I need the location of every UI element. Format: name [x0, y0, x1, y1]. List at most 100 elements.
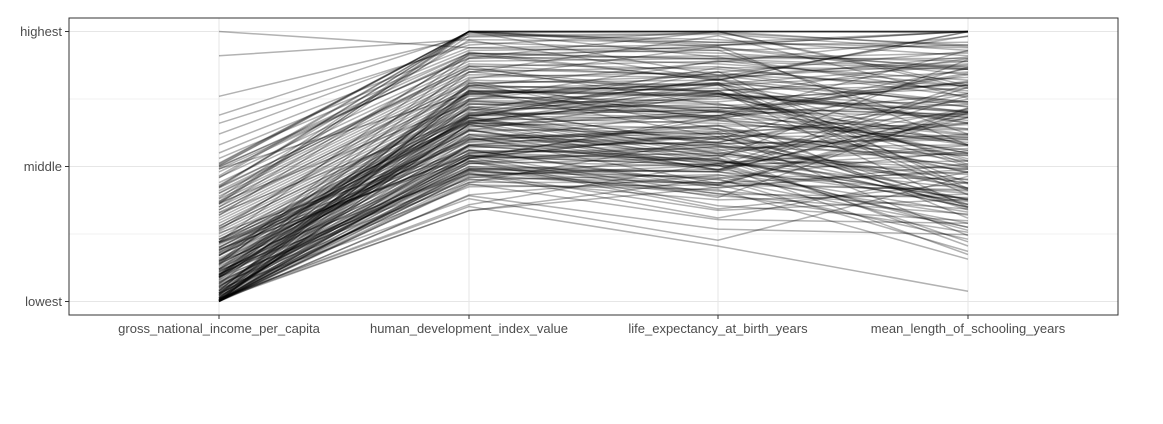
- data-line-155: [218, 31, 969, 217]
- data-line-34: [218, 122, 969, 246]
- data-line-56: [218, 116, 969, 272]
- data-lines: [218, 30, 969, 303]
- data-line-89: [218, 155, 969, 250]
- data-line-45: [218, 144, 969, 276]
- data-line-101: [218, 137, 969, 278]
- data-line-123: [218, 30, 968, 179]
- data-line-73: [218, 154, 969, 295]
- y-axis: lowest middle highest: [20, 24, 69, 309]
- data-line-180: [218, 92, 969, 240]
- data-line-119: [218, 30, 969, 189]
- y-tick-label-lowest: lowest: [25, 294, 62, 309]
- data-line-128: [218, 121, 969, 253]
- data-line-94: [218, 171, 969, 299]
- data-line-32: [218, 117, 969, 241]
- data-line-70: [218, 145, 969, 302]
- data-line-122: [218, 162, 969, 294]
- data-line-57: [218, 86, 969, 278]
- data-line-82: [218, 174, 969, 303]
- data-line-179: [218, 30, 969, 164]
- y-tick-label-highest: highest: [20, 24, 62, 39]
- data-line-72: [218, 89, 969, 278]
- data-line-135: [218, 137, 969, 296]
- data-line-125: [218, 30, 969, 166]
- data-line-162: [218, 118, 969, 292]
- data-line-25: [218, 92, 969, 222]
- data-line-37: [218, 125, 969, 254]
- data-line-160: [218, 81, 969, 280]
- data-line-78: [218, 89, 969, 294]
- data-line-1: [218, 38, 969, 57]
- data-line-116: [218, 89, 969, 301]
- data-line-167: [218, 82, 969, 303]
- data-line-71: [218, 52, 969, 168]
- data-line-170: [218, 168, 969, 301]
- data-line-136: [218, 91, 969, 257]
- data-line-111: [218, 39, 969, 187]
- data-line-9: [218, 55, 969, 168]
- y-tick-label-middle: middle: [24, 159, 62, 174]
- data-line-50: [218, 165, 969, 289]
- data-line-52: [218, 171, 969, 295]
- data-line-142: [218, 164, 969, 303]
- data-line-151: [218, 30, 969, 188]
- data-line-186: [218, 30, 969, 203]
- data-line-107: [218, 30, 969, 167]
- data-line-17: [218, 71, 969, 200]
- data-line-33: [218, 103, 969, 243]
- data-line-28: [218, 106, 969, 230]
- data-line-168: [218, 72, 969, 296]
- data-line-106: [218, 145, 969, 298]
- data-line-102: [218, 84, 969, 245]
- data-line-153: [218, 73, 969, 252]
- x-axis-label-human-development-index-value: human_development_index_value: [370, 321, 568, 336]
- data-line-36: [218, 111, 969, 251]
- data-line-74: [218, 56, 969, 294]
- data-line-15: [218, 65, 969, 195]
- data-line-26: [218, 100, 969, 224]
- data-line-27: [218, 87, 969, 227]
- data-line-46: [218, 154, 969, 278]
- data-line-68: [218, 95, 969, 254]
- data-line-35: [218, 119, 969, 249]
- data-line-54: [218, 171, 969, 300]
- data-line-181: [218, 116, 969, 284]
- data-line-41: [218, 136, 969, 265]
- data-line-133: [218, 49, 969, 208]
- data-line-81: [218, 77, 969, 301]
- data-line-154: [218, 151, 969, 302]
- data-line-19: [218, 79, 969, 205]
- data-line-55: [218, 173, 969, 303]
- data-line-175: [218, 124, 969, 303]
- data-line-150: [218, 103, 969, 291]
- data-line-139: [218, 66, 969, 279]
- data-line-112: [218, 155, 969, 272]
- data-line-2: [218, 33, 969, 98]
- data-line-51: [218, 160, 969, 292]
- data-line-126: [218, 107, 969, 262]
- data-line-173: [218, 128, 969, 297]
- data-line-39: [218, 122, 969, 259]
- data-line-148: [218, 194, 969, 302]
- data-line-67: [218, 99, 969, 296]
- data-line-99: [218, 50, 969, 271]
- data-line-134: [218, 169, 969, 275]
- data-line-141: [218, 30, 968, 199]
- data-line-184: [218, 81, 969, 288]
- data-line-76: [218, 173, 969, 262]
- data-line-5: [218, 41, 969, 135]
- data-line-174: [218, 148, 969, 295]
- data-line-16: [218, 63, 969, 197]
- data-line-86: [218, 178, 969, 271]
- data-line-176: [218, 30, 969, 170]
- x-axis: gross_national_income_per_capita human_de…: [118, 315, 1066, 336]
- data-line-58: [218, 93, 969, 256]
- data-line-169: [218, 83, 969, 248]
- data-line-66: [218, 107, 969, 288]
- data-line-12: [218, 63, 969, 184]
- data-line-90: [218, 111, 969, 273]
- data-line-137: [218, 153, 969, 303]
- data-line-171: [218, 159, 969, 244]
- data-line-166: [218, 184, 969, 285]
- data-line-138: [218, 154, 969, 251]
